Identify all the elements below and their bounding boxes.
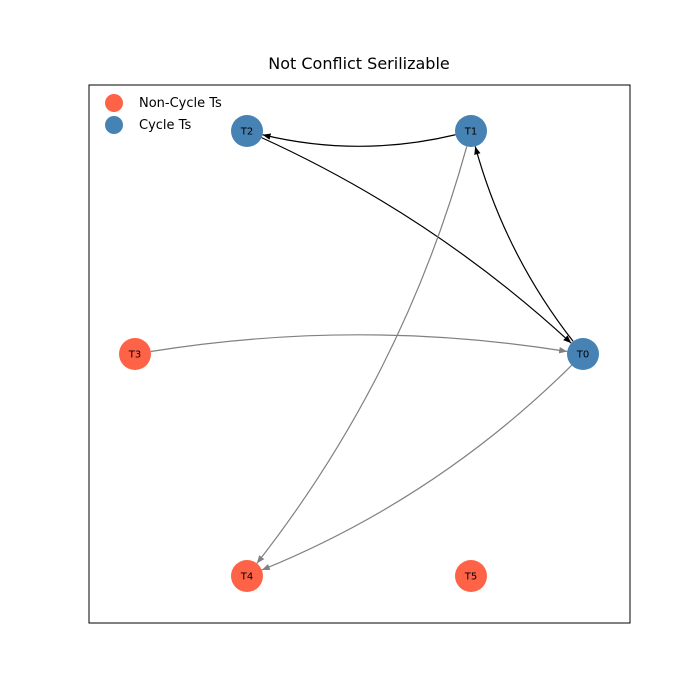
node-t3: T3	[119, 338, 151, 370]
edge-t0-to-t4	[261, 364, 573, 571]
edge-t0-to-t1	[474, 146, 574, 342]
node-label-t5: T5	[464, 572, 477, 583]
node-circle-t5	[455, 560, 487, 592]
legend-marker-non-cycle	[105, 94, 123, 112]
node-label-t3: T3	[128, 350, 141, 361]
node-label-t0: T0	[576, 350, 589, 361]
edge-t2-to-t0	[261, 137, 572, 344]
node-label-t1: T1	[464, 127, 477, 138]
node-t0: T0	[567, 338, 599, 370]
node-t1: T1	[455, 115, 487, 147]
chart-title: Not Conflict Serilizable	[268, 54, 449, 73]
nodes-layer: T0 T1 T2 T3 T4 T5	[119, 115, 599, 592]
edge-t1-to-t2	[262, 133, 456, 147]
node-t2: T2	[231, 115, 263, 147]
legend: Non-Cycle Ts Cycle Ts	[105, 94, 222, 134]
edge-t3-to-t0	[150, 334, 568, 354]
node-circle-t1	[455, 115, 487, 147]
legend-label-non-cycle: Non-Cycle Ts	[139, 96, 222, 111]
edges-layer	[150, 133, 574, 571]
plot-frame	[88, 84, 631, 624]
node-t5: T5	[455, 560, 487, 592]
node-circle-t3	[119, 338, 151, 370]
node-circle-t0	[567, 338, 599, 370]
legend-marker-cycle	[105, 116, 123, 134]
node-t4: T4	[231, 560, 263, 592]
node-circle-t2	[231, 115, 263, 147]
node-label-t2: T2	[240, 127, 253, 138]
node-label-t4: T4	[240, 572, 253, 583]
legend-label-cycle: Cycle Ts	[139, 118, 191, 133]
edge-t1-to-t4	[256, 146, 468, 564]
node-circle-t4	[231, 560, 263, 592]
